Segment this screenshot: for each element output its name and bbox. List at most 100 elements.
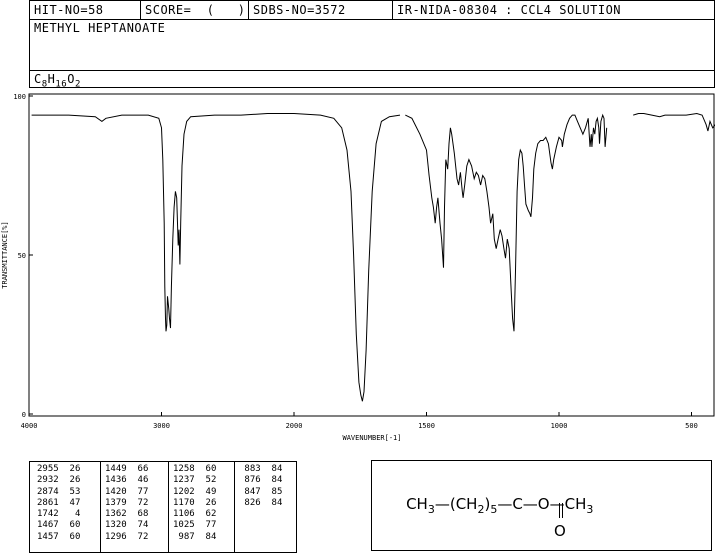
- peak-row: 826 84: [239, 498, 282, 509]
- peak-wavenumber: 2874: [37, 486, 59, 497]
- peak-transmittance: 66: [126, 464, 149, 474]
- y-axis-label: TRANSMITTANCE[%]: [1, 221, 9, 288]
- chain-subscript: 2: [477, 503, 485, 516]
- x-axis-label: WAVENUMBER[-1]: [342, 434, 401, 442]
- peak-wavenumber: 1025: [173, 520, 195, 531]
- peak-transmittance: 53: [58, 486, 81, 497]
- peak-transmittance: 26: [58, 475, 81, 486]
- peak-transmittance: 84: [260, 464, 283, 474]
- peak-table-divider-3: [234, 462, 235, 552]
- peak-wavenumber: 2932: [37, 475, 59, 486]
- ester-methyl-subscript: 3: [586, 503, 594, 516]
- peak-wavenumber: 1457: [37, 531, 59, 542]
- spectrum-trace-segment-2: [405, 113, 608, 332]
- peak-transmittance: 84: [194, 531, 217, 542]
- header-divider-bottom: [30, 70, 714, 71]
- double-bond-line-2: [562, 503, 563, 518]
- methyl-group: CH: [406, 495, 428, 513]
- structure-formula: CH3—(CH2)5—C—O—CH3: [387, 477, 593, 534]
- peak-wavenumber: 2955: [37, 464, 59, 474]
- peak-row: 1258 60: [173, 464, 216, 475]
- peak-wavenumber: 1106: [173, 509, 195, 520]
- carbonyl-oxygen: O: [554, 522, 566, 540]
- peak-wavenumber: 1379: [105, 497, 127, 508]
- peak-column-4: 883 84 876 84 847 85 826 84: [239, 464, 282, 509]
- y-tick-label: 0: [22, 411, 26, 419]
- formula-c-count: 8: [41, 79, 48, 90]
- peak-wavenumber: 1202: [173, 486, 195, 497]
- spectrum-trace-segment-1: [31, 113, 401, 402]
- x-tick-label: 500: [685, 422, 698, 430]
- peak-transmittance: 62: [194, 509, 217, 520]
- peak-wavenumber: 1170: [173, 497, 195, 508]
- formula-o: O: [67, 72, 75, 86]
- peak-wavenumber: 2861: [37, 497, 59, 508]
- peak-transmittance: 77: [194, 520, 217, 531]
- peak-transmittance: 4: [58, 509, 81, 520]
- peak-row: 2932 26: [37, 475, 80, 486]
- plot-frame: [28, 93, 715, 417]
- peak-transmittance: 72: [126, 497, 149, 508]
- ester-group: —C—O—CH: [497, 495, 587, 513]
- chain-count: 5: [490, 503, 498, 516]
- peak-table: 2955 26 2932 26 2874 53 2861 47 1742 4 1467 6…: [29, 461, 297, 553]
- peak-wavenumber: 1258: [173, 464, 195, 474]
- peak-transmittance: 85: [260, 486, 283, 497]
- x-tick-label: 3000: [153, 422, 170, 430]
- peak-row: 2874 53: [37, 487, 80, 498]
- peak-transmittance: 84: [260, 497, 283, 508]
- peak-row: 847 85: [239, 487, 282, 498]
- peak-row: 883 84: [239, 464, 282, 475]
- peak-row: 1202 49: [173, 487, 216, 498]
- peak-wavenumber: 987: [173, 531, 195, 542]
- peak-transmittance: 72: [126, 531, 149, 542]
- score-field: SCORE= ( ): [141, 1, 249, 19]
- peak-wavenumber: 1436: [105, 475, 127, 486]
- peak-row: 1320 74: [105, 520, 148, 531]
- peak-table-divider-2: [168, 462, 169, 552]
- peak-row: 1362 68: [105, 509, 148, 520]
- peak-transmittance: 84: [260, 475, 283, 486]
- peak-transmittance: 77: [126, 486, 149, 497]
- peak-row: 1457 60: [37, 532, 80, 543]
- peak-transmittance: 47: [58, 497, 81, 508]
- peak-column-3: 1258 60 1237 52 1202 49 1170 26 1106 62 1025 …: [173, 464, 216, 543]
- peak-row: 1296 72: [105, 532, 148, 543]
- peak-wavenumber: 1742: [37, 509, 59, 520]
- peak-transmittance: 60: [58, 520, 81, 531]
- peak-wavenumber: 1320: [105, 520, 127, 531]
- peak-row: 1106 62: [173, 509, 216, 520]
- peak-transmittance: 26: [194, 497, 217, 508]
- peak-wavenumber: 1237: [173, 475, 195, 486]
- sdbs-number: SDBS-NO=3572: [249, 1, 393, 19]
- formula-o-count: 2: [74, 79, 81, 90]
- peak-wavenumber: 883: [239, 464, 261, 474]
- molecular-formula: C8H16O2: [34, 72, 81, 89]
- peak-row: 1742 4: [37, 509, 80, 520]
- peak-row: 1025 77: [173, 520, 216, 531]
- peak-row: 1449 66: [105, 464, 148, 475]
- chain-close: ): [484, 495, 491, 513]
- peak-table-divider-1: [100, 462, 101, 552]
- peak-row: 1170 26: [173, 498, 216, 509]
- peak-transmittance: 26: [58, 464, 81, 474]
- peak-row: 876 84: [239, 475, 282, 486]
- peak-column-2: 1449 66 1436 46 1420 77 1379 72 1362 68 1320 …: [105, 464, 148, 543]
- hit-number: HIT-NO=58: [30, 1, 141, 19]
- peak-column-1: 2955 26 2932 26 2874 53 2861 47 1742 4 1467 6…: [37, 464, 80, 543]
- structure-panel: CH3—(CH2)5—C—O—CH3 O: [371, 460, 712, 551]
- peak-transmittance: 46: [126, 475, 149, 486]
- peak-transmittance: 52: [194, 475, 217, 486]
- header-divider-top: [30, 19, 714, 20]
- spectrum-trace-segment-3: [633, 112, 715, 132]
- peak-row: 1467 60: [37, 520, 80, 531]
- peak-row: 1420 77: [105, 487, 148, 498]
- peak-row: 2955 26: [37, 464, 80, 475]
- peak-row: 2861 47: [37, 498, 80, 509]
- y-tick-label: 100: [13, 93, 26, 101]
- x-tick-label: 1500: [418, 422, 435, 430]
- x-tick-label: 2000: [286, 422, 303, 430]
- peak-transmittance: 60: [194, 464, 217, 474]
- formula-c: C: [34, 72, 42, 86]
